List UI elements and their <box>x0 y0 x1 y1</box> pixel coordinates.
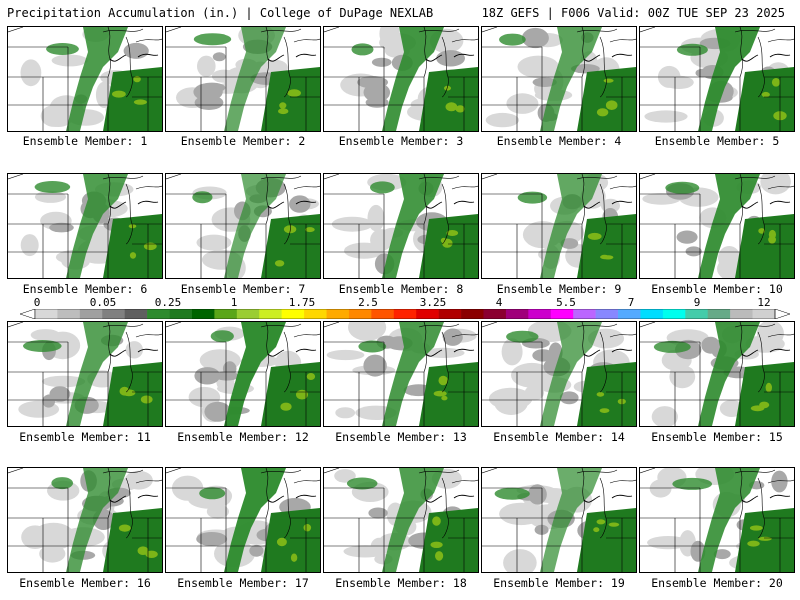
colorbar-swatch <box>326 309 350 319</box>
colorbar-swatch <box>169 309 193 319</box>
ensemble-map-panel <box>323 173 479 279</box>
ensemble-map-panel <box>481 467 637 573</box>
colorbar-label: 4 <box>495 296 503 309</box>
colorbar-left-arrow <box>20 309 36 319</box>
ensemble-member-label: Ensemble Member: 12 <box>177 430 309 444</box>
ensemble-member-label: Ensemble Member: 18 <box>335 576 467 590</box>
ensemble-member-label: Ensemble Member: 4 <box>496 134 622 148</box>
colorbar-swatch <box>618 309 641 319</box>
colorbar-swatch <box>191 309 215 319</box>
colorbar-swatch <box>707 309 731 319</box>
ensemble-map-panel <box>165 467 321 573</box>
colorbar-swatch <box>461 309 484 319</box>
ensemble-member-label: Ensemble Member: 5 <box>654 134 780 148</box>
colorbar-label: 1.75 <box>288 296 316 309</box>
colorbar-label: 5.5 <box>556 296 576 309</box>
colorbar-swatch <box>640 309 664 319</box>
colorbar-label: 2.5 <box>358 296 378 309</box>
colorbar-swatch <box>371 309 395 319</box>
colorbar-swatch <box>214 309 238 319</box>
ensemble-map-panel <box>323 26 479 132</box>
model-run-label: 18Z GEFS | F006 Valid: 00Z TUE SEP 23 20… <box>481 6 785 20</box>
colorbar-label: 0 <box>33 296 41 309</box>
ensemble-map-panel <box>7 321 163 427</box>
colorbar-swatch <box>102 309 125 319</box>
map-title: Precipitation Accumulation (in.) | Colle… <box>7 6 434 20</box>
ensemble-member-label: Ensemble Member: 17 <box>177 576 309 590</box>
ensemble-map-panel <box>481 321 637 427</box>
ensemble-map-panel <box>165 26 321 132</box>
ensemble-map-panel <box>323 467 479 573</box>
ensemble-map-panel <box>481 173 637 279</box>
ensemble-member-label: Ensemble Member: 9 <box>496 282 622 296</box>
ensemble-map-panel <box>7 467 163 573</box>
ensemble-member-label: Ensemble Member: 14 <box>493 430 625 444</box>
ensemble-map-panel <box>639 173 795 279</box>
colorbar-right-arrow <box>774 309 790 319</box>
colorbar-swatch <box>662 309 686 319</box>
colorbar-swatch <box>573 309 596 319</box>
colorbar-label: 3.25 <box>419 296 447 309</box>
ensemble-map-panel <box>323 321 479 427</box>
ensemble-map-panel <box>639 467 795 573</box>
colorbar-swatch <box>752 309 776 319</box>
colorbar-swatch <box>57 309 81 319</box>
colorbar-swatch <box>730 309 753 319</box>
colorbar-swatch <box>595 309 619 319</box>
colorbar-swatch <box>236 309 260 319</box>
colorbar-swatch <box>505 309 529 319</box>
colorbar-swatch <box>393 309 417 319</box>
ensemble-member-label: Ensemble Member: 6 <box>22 282 148 296</box>
ensemble-map-panel <box>7 173 163 279</box>
colorbar-label: 1 <box>230 296 238 309</box>
colorbar-swatch <box>416 309 439 319</box>
precip-colorbar <box>20 309 790 319</box>
colorbar-label: 7 <box>627 296 635 309</box>
colorbar-label: 0.05 <box>89 296 117 309</box>
ensemble-member-label: Ensemble Member: 20 <box>651 576 783 590</box>
colorbar-swatch <box>124 309 148 319</box>
ensemble-member-label: Ensemble Member: 2 <box>180 134 306 148</box>
colorbar-swatch <box>685 309 709 319</box>
colorbar-swatch <box>259 309 282 319</box>
ensemble-member-label: Ensemble Member: 1 <box>22 134 148 148</box>
ensemble-map-panel <box>165 173 321 279</box>
colorbar-swatch <box>304 309 327 319</box>
colorbar-swatch <box>438 309 462 319</box>
ensemble-map-panel <box>165 321 321 427</box>
ensemble-member-label: Ensemble Member: 8 <box>338 282 464 296</box>
colorbar-swatch <box>483 309 507 319</box>
colorbar-swatch <box>281 309 305 319</box>
colorbar-swatch <box>35 309 58 319</box>
colorbar-swatch <box>550 309 574 319</box>
ensemble-member-label: Ensemble Member: 10 <box>651 282 783 296</box>
ensemble-member-label: Ensemble Member: 16 <box>19 576 151 590</box>
colorbar-swatch <box>79 309 103 319</box>
colorbar-swatch <box>528 309 552 319</box>
ensemble-member-label: Ensemble Member: 11 <box>19 430 151 444</box>
colorbar-swatch <box>348 309 372 319</box>
colorbar-swatch <box>147 309 170 319</box>
ensemble-map-panel <box>639 26 795 132</box>
ensemble-member-label: Ensemble Member: 3 <box>338 134 464 148</box>
ensemble-map-panel <box>7 26 163 132</box>
ensemble-map-panel <box>639 321 795 427</box>
colorbar-label: 12 <box>757 296 771 309</box>
ensemble-member-label: Ensemble Member: 19 <box>493 576 625 590</box>
colorbar-label: 9 <box>693 296 701 309</box>
ensemble-map-panel <box>481 26 637 132</box>
ensemble-member-label: Ensemble Member: 7 <box>180 282 306 296</box>
colorbar-label: 0.25 <box>154 296 182 309</box>
ensemble-member-label: Ensemble Member: 13 <box>335 430 467 444</box>
ensemble-member-label: Ensemble Member: 15 <box>651 430 783 444</box>
